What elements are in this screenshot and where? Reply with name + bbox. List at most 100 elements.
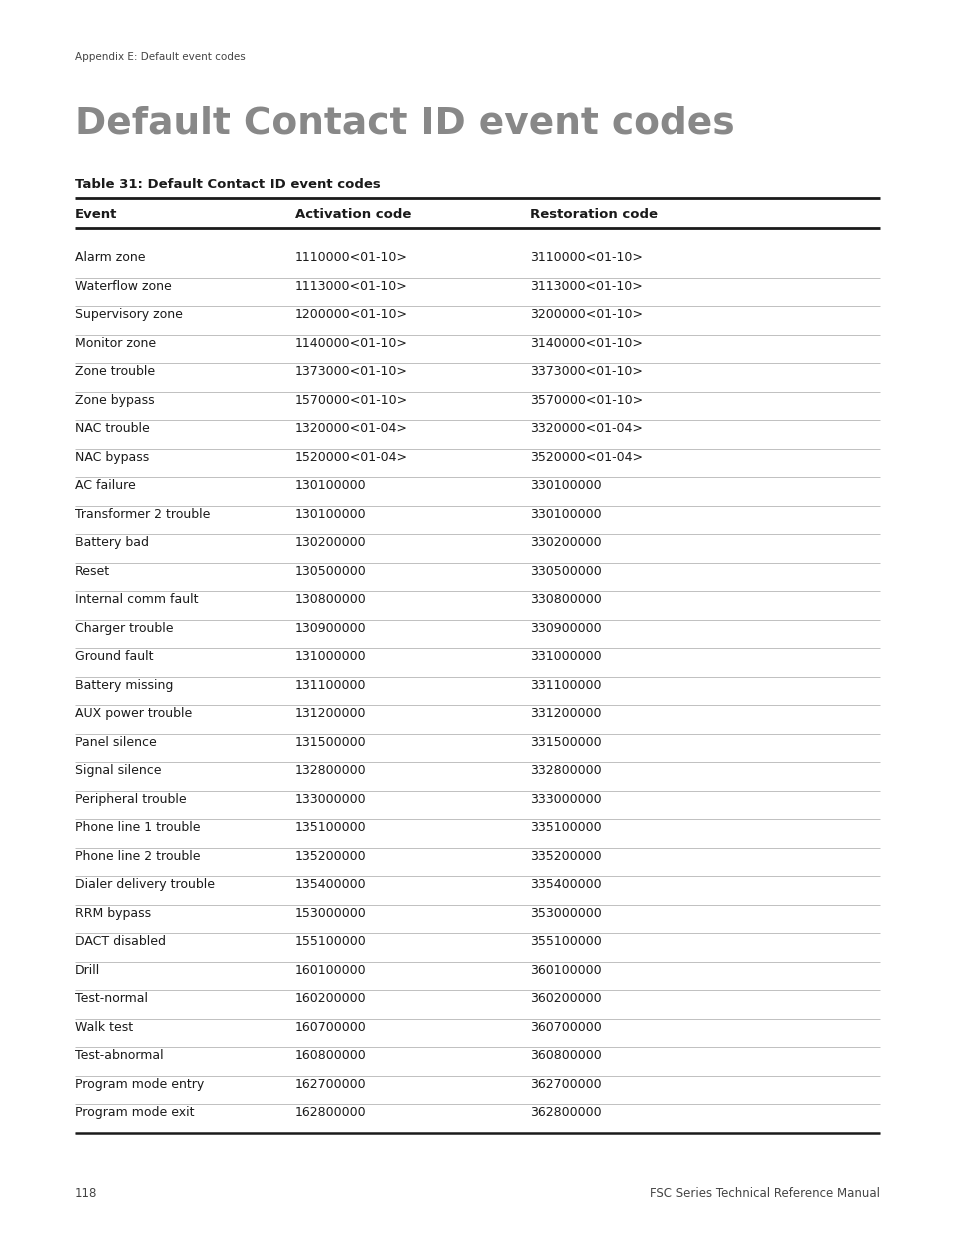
- Text: 335100000: 335100000: [530, 821, 601, 834]
- Text: 1320000<01-04>: 1320000<01-04>: [294, 422, 408, 435]
- Text: 3200000<01-10>: 3200000<01-10>: [530, 308, 642, 321]
- Text: Signal silence: Signal silence: [75, 764, 161, 777]
- Text: 130500000: 130500000: [294, 564, 366, 578]
- Text: Waterflow zone: Waterflow zone: [75, 279, 172, 293]
- Text: 135100000: 135100000: [294, 821, 366, 834]
- Text: Ground fault: Ground fault: [75, 650, 153, 663]
- Text: RRM bypass: RRM bypass: [75, 906, 151, 920]
- Text: 3520000<01-04>: 3520000<01-04>: [530, 451, 642, 463]
- Text: 362800000: 362800000: [530, 1107, 601, 1119]
- Text: 331000000: 331000000: [530, 650, 601, 663]
- Text: Monitor zone: Monitor zone: [75, 337, 156, 350]
- Text: Zone bypass: Zone bypass: [75, 394, 154, 406]
- Text: 135400000: 135400000: [294, 878, 366, 890]
- Text: 131200000: 131200000: [294, 708, 366, 720]
- Text: 360800000: 360800000: [530, 1049, 601, 1062]
- Text: 3570000<01-10>: 3570000<01-10>: [530, 394, 642, 406]
- Text: 330900000: 330900000: [530, 621, 601, 635]
- Text: 335400000: 335400000: [530, 878, 601, 890]
- Text: 332800000: 332800000: [530, 764, 601, 777]
- Text: 162800000: 162800000: [294, 1107, 366, 1119]
- Text: 162700000: 162700000: [294, 1078, 366, 1091]
- Text: Transformer 2 trouble: Transformer 2 trouble: [75, 508, 211, 520]
- Text: 3373000<01-10>: 3373000<01-10>: [530, 366, 642, 378]
- Text: 130200000: 130200000: [294, 536, 366, 550]
- Text: 131000000: 131000000: [294, 650, 366, 663]
- Text: 362700000: 362700000: [530, 1078, 601, 1091]
- Text: 160100000: 160100000: [294, 963, 366, 977]
- Text: 3113000<01-10>: 3113000<01-10>: [530, 279, 642, 293]
- Text: Restoration code: Restoration code: [530, 207, 658, 221]
- Text: 331200000: 331200000: [530, 708, 601, 720]
- Text: NAC trouble: NAC trouble: [75, 422, 150, 435]
- Text: 1110000<01-10>: 1110000<01-10>: [294, 251, 408, 264]
- Text: Drill: Drill: [75, 963, 100, 977]
- Text: 160800000: 160800000: [294, 1049, 366, 1062]
- Text: 353000000: 353000000: [530, 906, 601, 920]
- Text: Walk test: Walk test: [75, 1020, 133, 1034]
- Text: Battery bad: Battery bad: [75, 536, 149, 550]
- Text: 330100000: 330100000: [530, 479, 601, 492]
- Text: 130100000: 130100000: [294, 508, 366, 520]
- Text: Charger trouble: Charger trouble: [75, 621, 173, 635]
- Text: Program mode exit: Program mode exit: [75, 1107, 194, 1119]
- Text: Dialer delivery trouble: Dialer delivery trouble: [75, 878, 214, 890]
- Text: 3110000<01-10>: 3110000<01-10>: [530, 251, 642, 264]
- Text: 360100000: 360100000: [530, 963, 601, 977]
- Text: Alarm zone: Alarm zone: [75, 251, 146, 264]
- Text: 131500000: 131500000: [294, 736, 366, 748]
- Text: Test-abnormal: Test-abnormal: [75, 1049, 164, 1062]
- Text: AC failure: AC failure: [75, 479, 135, 492]
- Text: 130800000: 130800000: [294, 593, 366, 606]
- Text: DACT disabled: DACT disabled: [75, 935, 166, 948]
- Text: 132800000: 132800000: [294, 764, 366, 777]
- Text: Internal comm fault: Internal comm fault: [75, 593, 198, 606]
- Text: 335200000: 335200000: [530, 850, 601, 862]
- Text: 133000000: 133000000: [294, 793, 366, 805]
- Text: 360700000: 360700000: [530, 1020, 601, 1034]
- Text: Supervisory zone: Supervisory zone: [75, 308, 183, 321]
- Text: Phone line 1 trouble: Phone line 1 trouble: [75, 821, 200, 834]
- Text: 355100000: 355100000: [530, 935, 601, 948]
- Text: Peripheral trouble: Peripheral trouble: [75, 793, 187, 805]
- Text: Phone line 2 trouble: Phone line 2 trouble: [75, 850, 200, 862]
- Text: Event: Event: [75, 207, 117, 221]
- Text: 333000000: 333000000: [530, 793, 601, 805]
- Text: NAC bypass: NAC bypass: [75, 451, 149, 463]
- Text: 153000000: 153000000: [294, 906, 366, 920]
- Text: 330800000: 330800000: [530, 593, 601, 606]
- Text: 360200000: 360200000: [530, 992, 601, 1005]
- Text: 1520000<01-04>: 1520000<01-04>: [294, 451, 408, 463]
- Text: 160700000: 160700000: [294, 1020, 366, 1034]
- Text: FSC Series Technical Reference Manual: FSC Series Technical Reference Manual: [649, 1187, 879, 1200]
- Text: 1373000<01-10>: 1373000<01-10>: [294, 366, 408, 378]
- Text: Test-normal: Test-normal: [75, 992, 148, 1005]
- Text: 330100000: 330100000: [530, 508, 601, 520]
- Text: 330200000: 330200000: [530, 536, 601, 550]
- Text: 160200000: 160200000: [294, 992, 366, 1005]
- Text: Panel silence: Panel silence: [75, 736, 156, 748]
- Text: 130100000: 130100000: [294, 479, 366, 492]
- Text: Activation code: Activation code: [294, 207, 411, 221]
- Text: Battery missing: Battery missing: [75, 678, 173, 692]
- Text: 331100000: 331100000: [530, 678, 601, 692]
- Text: 131100000: 131100000: [294, 678, 366, 692]
- Text: Default Contact ID event codes: Default Contact ID event codes: [75, 105, 734, 141]
- Text: 1200000<01-10>: 1200000<01-10>: [294, 308, 408, 321]
- Text: Reset: Reset: [75, 564, 110, 578]
- Text: 3140000<01-10>: 3140000<01-10>: [530, 337, 642, 350]
- Text: Program mode entry: Program mode entry: [75, 1078, 204, 1091]
- Text: Table 31: Default Contact ID event codes: Table 31: Default Contact ID event codes: [75, 178, 380, 191]
- Text: 3320000<01-04>: 3320000<01-04>: [530, 422, 642, 435]
- Text: 1570000<01-10>: 1570000<01-10>: [294, 394, 408, 406]
- Text: Appendix E: Default event codes: Appendix E: Default event codes: [75, 52, 246, 62]
- Text: AUX power trouble: AUX power trouble: [75, 708, 193, 720]
- Text: 1113000<01-10>: 1113000<01-10>: [294, 279, 407, 293]
- Text: 330500000: 330500000: [530, 564, 601, 578]
- Text: 130900000: 130900000: [294, 621, 366, 635]
- Text: 135200000: 135200000: [294, 850, 366, 862]
- Text: 1140000<01-10>: 1140000<01-10>: [294, 337, 408, 350]
- Text: 331500000: 331500000: [530, 736, 601, 748]
- Text: 155100000: 155100000: [294, 935, 366, 948]
- Text: 118: 118: [75, 1187, 97, 1200]
